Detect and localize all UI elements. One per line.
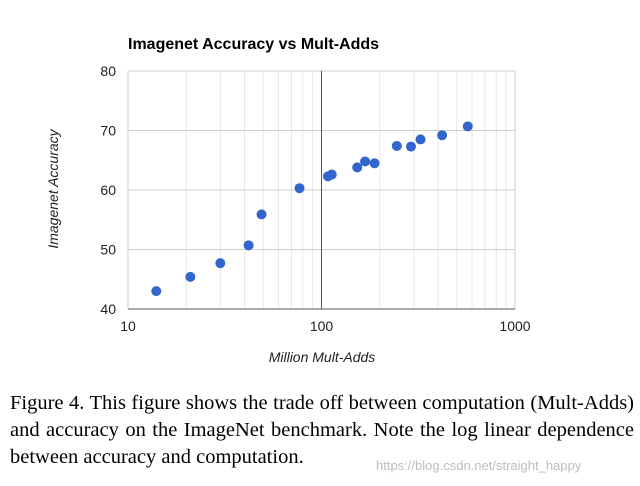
data-point — [415, 134, 426, 145]
data-point — [437, 130, 448, 141]
x-axis-label: Million Mult-Adds — [269, 349, 376, 365]
watermark: https://blog.csdn.net/straight_happy — [376, 458, 582, 473]
data-point — [360, 156, 371, 167]
y-tick-label: 50 — [100, 242, 116, 258]
data-point — [326, 169, 337, 180]
data-points — [151, 121, 473, 297]
figure-caption: Figure 4. This figure shows the trade of… — [10, 392, 634, 468]
y-tick-label: 80 — [100, 63, 116, 79]
data-point — [185, 271, 196, 282]
data-point — [391, 140, 402, 151]
data-point — [243, 240, 254, 251]
x-tick-label: 10 — [120, 318, 136, 334]
data-point — [294, 183, 305, 194]
data-point — [352, 162, 363, 173]
data-point — [215, 258, 226, 269]
data-point — [369, 158, 380, 169]
data-point — [256, 209, 267, 220]
data-point — [405, 141, 416, 152]
x-tick-label: 100 — [310, 318, 334, 334]
x-tick-label: 1000 — [499, 318, 530, 334]
y-tick-label: 40 — [100, 301, 116, 317]
axis-ticks: 40 50 60 70 80 10 100 1000 — [100, 63, 530, 334]
chart-title: Imagenet Accuracy vs Mult-Adds — [128, 36, 379, 53]
y-tick-label: 70 — [100, 123, 116, 139]
chart-grid — [127, 70, 516, 310]
data-point — [151, 286, 162, 297]
data-point — [462, 121, 473, 132]
y-axis-label: Imagenet Accuracy — [45, 128, 61, 248]
y-tick-label: 60 — [100, 182, 116, 198]
scatter-chart: Imagenet Accuracy vs Mult-Adds 40 50 60 70 8… — [45, 36, 531, 365]
